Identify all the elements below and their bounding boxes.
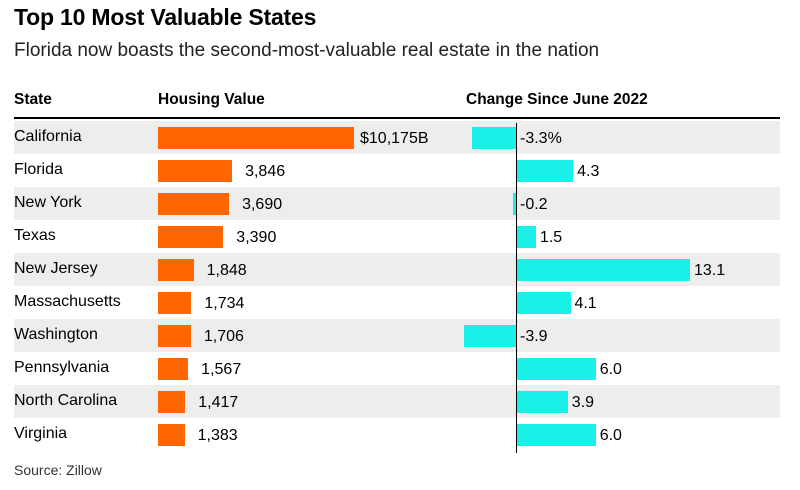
housing-value-label: $10,175B — [360, 130, 429, 147]
change-bar — [516, 226, 536, 248]
change-zero-axis — [516, 123, 517, 453]
table-row: Washington 1,706 -3.9 — [14, 319, 780, 352]
header-rule — [14, 117, 780, 119]
state-label: Washington — [14, 326, 98, 343]
source-note: Source: Zillow — [14, 462, 102, 478]
state-label: Massachusetts — [14, 293, 121, 310]
housing-value-bar — [158, 424, 185, 446]
table-row: Virginia 1,383 6.0 — [14, 418, 780, 451]
header-change: Change Since June 2022 — [466, 91, 648, 108]
change-label: 4.3 — [577, 163, 600, 180]
change-label: -0.2 — [520, 196, 548, 213]
housing-value-bar — [158, 127, 354, 149]
change-label: 4.1 — [574, 295, 597, 312]
change-bar — [472, 127, 516, 149]
state-label: Pennsylvania — [14, 359, 110, 376]
header-state: State — [14, 91, 52, 108]
change-bar — [516, 424, 596, 446]
change-bar — [464, 325, 516, 347]
housing-value-label: 3,846 — [245, 163, 286, 180]
housing-value-bar — [158, 193, 230, 215]
state-label: California — [14, 128, 82, 145]
change-label: 13.1 — [694, 262, 726, 279]
change-bar — [516, 292, 571, 314]
housing-value-label: 1,383 — [197, 427, 238, 444]
housing-value-label: 3,390 — [236, 229, 277, 246]
chart-subtitle: Florida now boasts the second-most-valua… — [14, 40, 600, 61]
housing-value-bar — [158, 226, 224, 248]
change-bar — [516, 358, 596, 380]
housing-value-label: 1,848 — [206, 262, 247, 279]
header-housing-value: Housing Value — [158, 91, 265, 108]
housing-value-bar — [158, 259, 194, 281]
housing-value-label: 1,417 — [198, 394, 239, 411]
change-label: 1.5 — [539, 229, 563, 246]
housing-value-bar — [158, 325, 191, 347]
table-row: New York 3,690 -0.2 — [14, 187, 780, 220]
table-row: Massachusetts 1,734 4.1 — [14, 286, 780, 319]
housing-value-label: 1,567 — [201, 361, 242, 378]
change-label: -3.3% — [520, 130, 562, 147]
change-bar — [516, 391, 568, 413]
chart-title: Top 10 Most Valuable States — [14, 4, 317, 30]
table-row: New Jersey 1,848 13.1 — [14, 253, 780, 286]
housing-value-bar — [158, 358, 189, 380]
table-row: California $10,175B -3.3% — [14, 121, 780, 154]
change-bar — [513, 193, 517, 215]
change-bar — [516, 160, 574, 182]
change-label: 6.0 — [599, 361, 622, 378]
change-label: 6.0 — [599, 427, 622, 444]
state-label: North Carolina — [14, 392, 118, 409]
change-label: 3.9 — [571, 394, 595, 411]
table-row: Texas 3,390 1.5 — [14, 220, 780, 253]
change-label: -3.9 — [520, 328, 548, 345]
table-row: Pennsylvania 1,567 6.0 — [14, 352, 780, 385]
table-row: North Carolina 1,417 3.9 — [14, 385, 780, 418]
housing-value-label: 1,706 — [203, 328, 244, 345]
housing-value-bar — [158, 160, 233, 182]
table-row: Florida 3,846 4.3 — [14, 154, 780, 187]
housing-value-label: 1,734 — [204, 295, 245, 312]
change-bar — [516, 259, 690, 281]
state-label: New Jersey — [14, 260, 98, 277]
housing-value-bar — [158, 292, 192, 314]
state-label: Virginia — [14, 425, 68, 442]
state-label: Florida — [14, 161, 63, 178]
state-label: New York — [14, 194, 82, 211]
state-label: Texas — [14, 227, 56, 244]
housing-value-bar — [158, 391, 186, 413]
housing-value-label: 3,690 — [242, 196, 283, 213]
